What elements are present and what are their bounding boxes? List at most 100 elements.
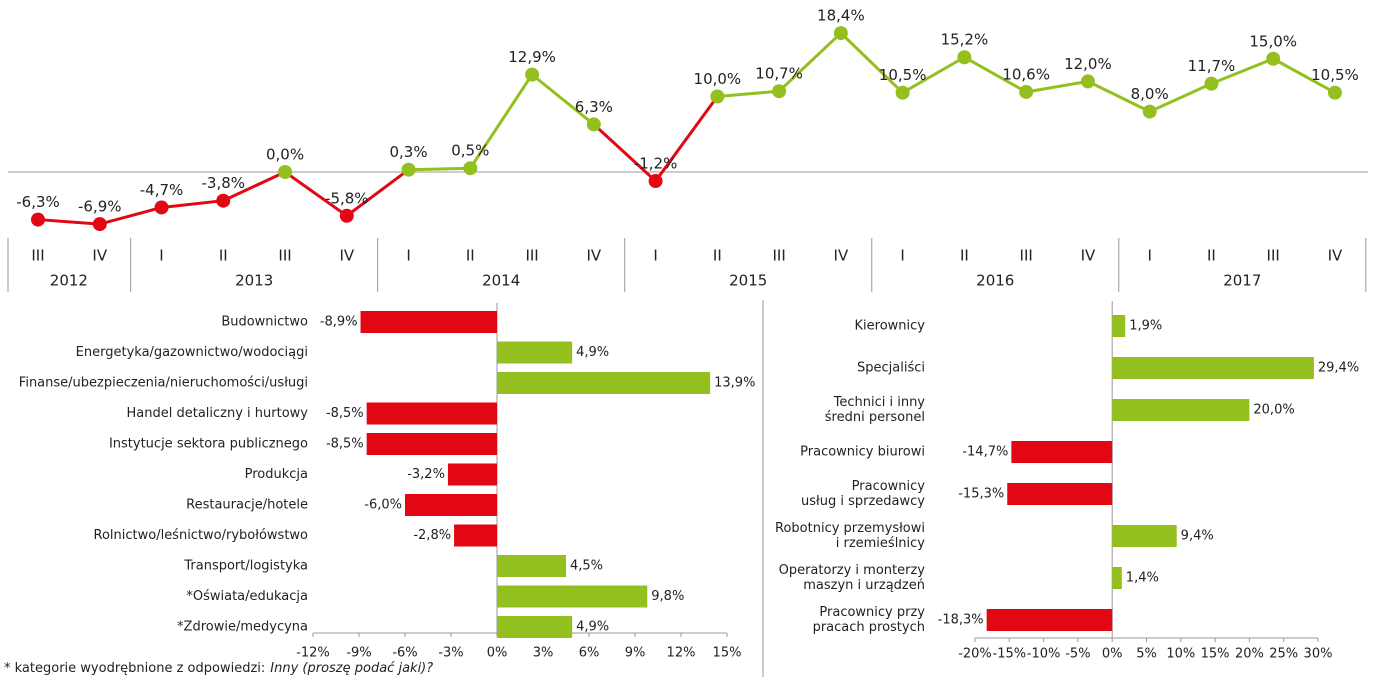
value-label: 9,8% [651, 589, 684, 604]
value-label: -18,3% [938, 613, 984, 628]
value-label: 0,3% [390, 143, 428, 161]
x-tick-label: 3% [533, 646, 554, 661]
category-label: Kierownicy [855, 319, 926, 334]
point [278, 165, 293, 179]
point [525, 67, 540, 82]
line-segment [469, 73, 534, 170]
value-label: 1,9% [1129, 319, 1162, 334]
bar [360, 311, 497, 333]
x-tick-label: -15% [993, 647, 1027, 662]
point [339, 208, 354, 223]
bar [497, 585, 648, 608]
point [154, 200, 169, 215]
value-label: -14,7% [962, 445, 1008, 460]
x-tick-label: IV [834, 247, 849, 265]
bar [405, 494, 497, 516]
x-tick-label: -6% [392, 646, 417, 661]
value-label: -2,8% [413, 528, 451, 543]
line-segment [1149, 82, 1213, 113]
x-group-label: 2015 [729, 272, 767, 290]
value-label: 12,0% [1064, 55, 1112, 73]
line-segment [1210, 57, 1274, 86]
line-segment [161, 199, 224, 209]
line-segment [284, 170, 348, 218]
x-tick-label: -10% [1027, 647, 1061, 662]
point [1266, 51, 1281, 66]
x-tick-label: 30% [1304, 647, 1333, 662]
bar [1112, 357, 1314, 379]
category-label: średni personel [825, 410, 925, 425]
value-label: 4,9% [576, 620, 609, 635]
bar [497, 372, 711, 394]
line-segment [592, 123, 657, 183]
value-label: -3,2% [407, 467, 445, 482]
x-tick-label: 0% [1102, 647, 1123, 662]
point [1142, 104, 1157, 119]
x-tick-label: 5% [1136, 647, 1157, 662]
line-segment [1025, 79, 1089, 94]
line-segment [37, 218, 100, 226]
bar [497, 616, 573, 638]
value-label: -8,9% [320, 315, 358, 330]
category-label: Finanse/ubezpieczenia/nieruchomości/usłu… [19, 376, 308, 391]
x-tick-label: 20% [1235, 647, 1264, 662]
x-tick-label: III [772, 247, 785, 265]
x-tick-label: 6% [579, 646, 600, 661]
point [92, 217, 107, 232]
point [1327, 85, 1342, 100]
x-tick-label: 0% [487, 646, 508, 661]
value-label: -6,3% [16, 193, 60, 211]
point [833, 26, 848, 41]
bar [366, 433, 497, 455]
line-segment [99, 206, 162, 226]
x-group-label: 2014 [482, 272, 520, 290]
value-label: 10,6% [1002, 65, 1050, 83]
category-label: Pracownicy przy [819, 605, 925, 620]
point [463, 161, 478, 176]
line-segment [654, 95, 719, 182]
bar [454, 524, 497, 547]
line-segment [717, 89, 780, 98]
bar [1112, 525, 1177, 547]
x-tick-label: IV [1081, 247, 1096, 265]
line-segment [1087, 80, 1151, 113]
x-tick-label: III [1267, 247, 1280, 265]
x-tick-label: -5% [1065, 647, 1090, 662]
x-tick-label: I [653, 247, 657, 265]
footnote: * kategorie wyodrębnione z odpowiedzi: In… [4, 661, 433, 676]
point [401, 162, 416, 177]
bar [1112, 567, 1122, 589]
value-label: -8,5% [326, 437, 364, 452]
bar [1112, 399, 1250, 421]
value-label: 10,5% [1311, 66, 1359, 84]
x-tick-label: 9% [625, 646, 646, 661]
value-label: 4,9% [576, 345, 609, 360]
x-tick-label: III [1020, 247, 1033, 265]
x-tick-label: -20% [958, 647, 992, 662]
value-label: 13,9% [714, 376, 755, 391]
category-label: Instytucje sektora publicznego [109, 437, 308, 452]
x-tick-label: II [960, 247, 969, 265]
line-segment [963, 55, 1027, 94]
value-label: 0,5% [451, 142, 489, 160]
category-label: Operatorzy i monterzy [779, 563, 926, 578]
x-tick-label: 25% [1269, 647, 1298, 662]
bar [447, 463, 497, 486]
value-label: -8,5% [326, 406, 364, 421]
x-tick-label: IV [1328, 247, 1343, 265]
point [648, 174, 663, 189]
bar [1112, 315, 1126, 337]
x-group-label: 2013 [235, 272, 273, 290]
bar [1007, 483, 1113, 505]
line-segment [345, 168, 410, 217]
bar [986, 609, 1113, 631]
category-label: Pracownicy [852, 479, 926, 494]
x-tick-label: IV [339, 247, 354, 265]
x-tick-label: I [1147, 247, 1151, 265]
x-tick-label: I [406, 247, 410, 265]
line-segment [531, 73, 595, 126]
x-tick-label: I [159, 247, 163, 265]
value-label: 20,0% [1253, 403, 1294, 418]
bar [366, 402, 497, 425]
category-label: Budownictwo [221, 315, 308, 330]
